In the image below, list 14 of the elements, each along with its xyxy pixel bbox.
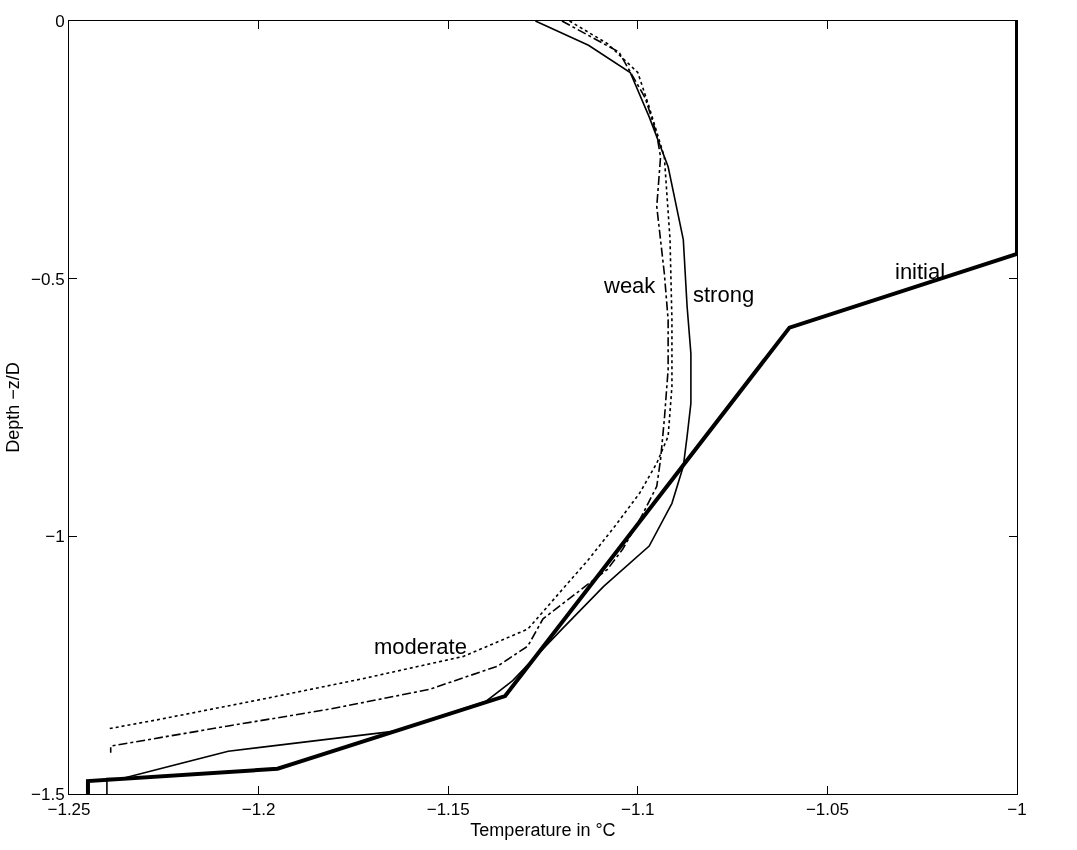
y-tick-label: 0 — [55, 11, 65, 31]
y-axis-title: Depth −z/D — [3, 362, 24, 453]
series-label: strong — [693, 282, 755, 307]
y-tick-label: −0.5 — [31, 269, 65, 289]
x-tick-label: −1.1 — [621, 800, 655, 820]
series-label: weak — [603, 273, 657, 298]
series-label: moderate — [374, 634, 467, 659]
x-axis-title: Temperature in °C — [470, 819, 616, 840]
y-tick-label: −1 — [45, 527, 65, 547]
x-tick-label: −1 — [1007, 800, 1027, 820]
x-tick-label: −1.2 — [241, 800, 276, 820]
x-tick-label: −1.15 — [426, 800, 470, 820]
series-label: initial — [895, 259, 946, 284]
x-tick-label: −1.05 — [805, 800, 849, 820]
